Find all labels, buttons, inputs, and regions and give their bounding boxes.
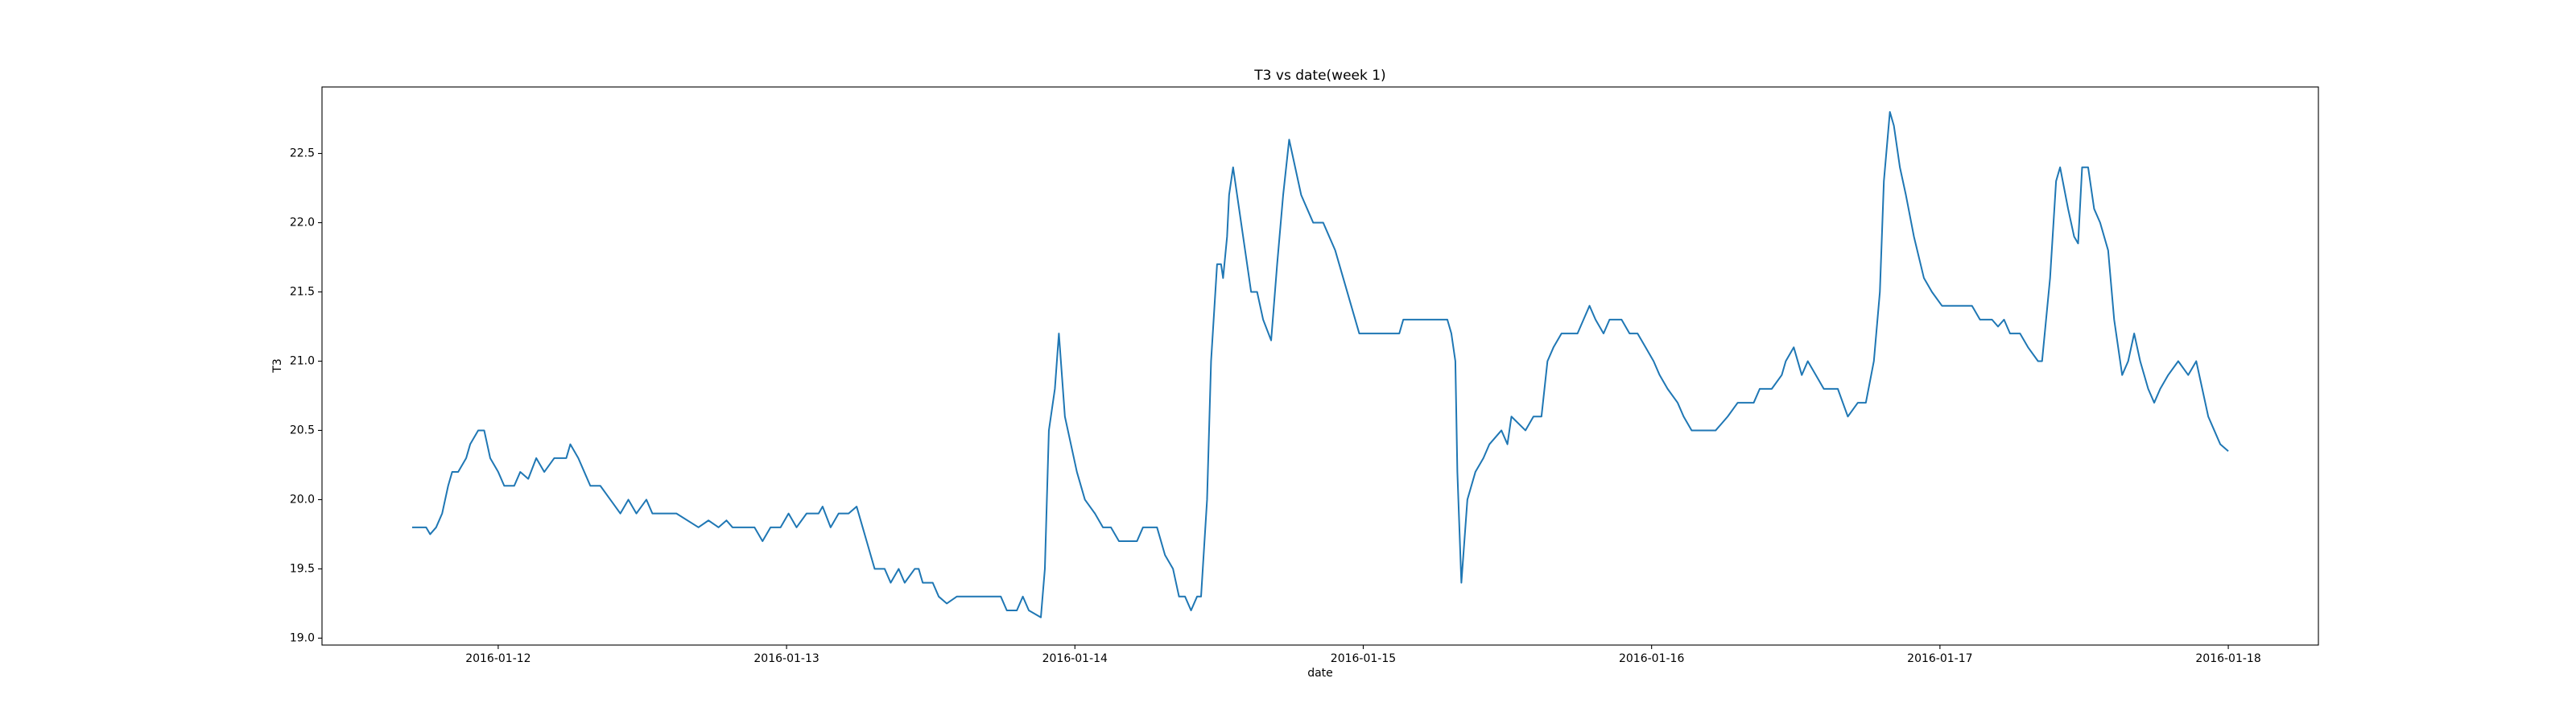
x-tick-label: 2016-01-16	[1619, 652, 1684, 665]
plot-frame	[321, 86, 2319, 646]
x-tick-label: 2016-01-17	[1907, 652, 1972, 665]
chart-title: T3 vs date(week 1)	[1253, 68, 1385, 84]
y-tick-label: 22.5	[290, 147, 315, 160]
x-tick-label: 2016-01-18	[2195, 652, 2260, 665]
x-tick-label: 2016-01-13	[753, 652, 819, 665]
data-line	[411, 110, 2229, 618]
y-tick-label: 19.0	[290, 631, 315, 644]
y-tick-label: 21.5	[290, 286, 315, 299]
y-tick-label: 20.0	[290, 493, 315, 506]
x-tick-label: 2016-01-15	[1331, 652, 1396, 665]
x-axis-label: date	[1307, 667, 1333, 680]
y-tick-label: 20.5	[290, 424, 315, 436]
y-tick-label: 19.5	[290, 562, 315, 575]
x-tick-label: 2016-01-12	[465, 652, 530, 665]
y-axis-label: T3	[271, 358, 284, 373]
y-tick-label: 22.0	[290, 217, 315, 230]
x-tick-label: 2016-01-14	[1042, 652, 1108, 665]
y-tick-label: 21.0	[290, 354, 315, 367]
